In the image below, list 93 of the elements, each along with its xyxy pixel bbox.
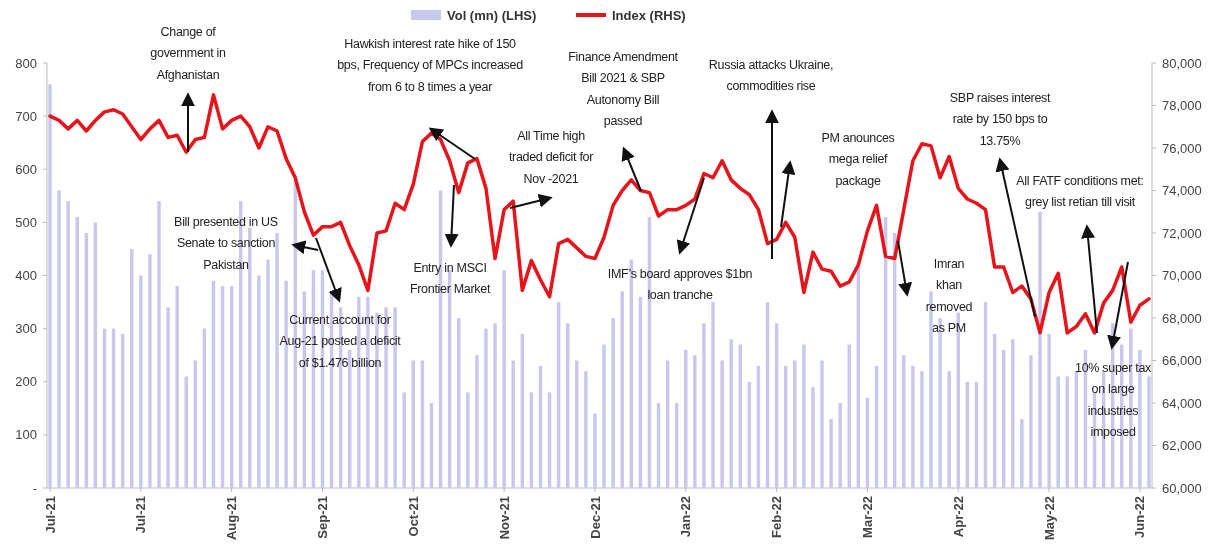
bar bbox=[820, 360, 824, 488]
x-tick-label: Mar-22 bbox=[859, 496, 875, 538]
annotation: IMF’s board approves $1bn loan tranche bbox=[607, 267, 753, 303]
annotation: All Time high traded deficit for Nov -2021 bbox=[508, 129, 594, 186]
annotation: Russia attacks Ukraine, commodities rise bbox=[708, 58, 834, 94]
x-tick-label: Apr-22 bbox=[950, 496, 966, 538]
y-tick-label: 500 bbox=[15, 214, 37, 230]
bar bbox=[693, 355, 697, 488]
x-tick-label: Sep-21 bbox=[315, 496, 331, 539]
bar bbox=[148, 254, 152, 488]
y2-tick-label: 64,000 bbox=[1162, 395, 1202, 411]
y2-tick-label: 60,000 bbox=[1162, 480, 1202, 496]
y-tick-label: 700 bbox=[15, 108, 37, 124]
bar bbox=[684, 349, 688, 488]
y-tick-label: 300 bbox=[15, 321, 37, 337]
y-tick-label: 200 bbox=[15, 374, 37, 390]
y-tick-label: - bbox=[32, 480, 37, 496]
annotation: Current account for Aug-21 posted a deficit of $1.476 billion bbox=[279, 313, 402, 370]
x-tick-label: Jul-21 bbox=[133, 496, 149, 534]
x-tick-label: Dec-21 bbox=[587, 496, 603, 539]
bar bbox=[575, 360, 579, 488]
annotation: SBP raises interest rate by 150 bps to 13.75% bbox=[949, 91, 1052, 148]
x-tick-label: Feb-22 bbox=[769, 496, 785, 538]
bar bbox=[1038, 211, 1042, 488]
bar bbox=[66, 201, 70, 488]
annotation: Entry in MSCI Frontier Market bbox=[409, 261, 491, 297]
legend-label: Index (RHS) bbox=[612, 7, 686, 23]
x-tick-label: May-22 bbox=[1041, 496, 1057, 541]
legend-label: Vol (mn) (LHS) bbox=[447, 7, 537, 23]
bar bbox=[275, 233, 279, 488]
annotation: Imran khan removed as PM bbox=[925, 257, 973, 335]
annotation: Finance Amendment Bill 2021 & SBP Autonomy Bill passed bbox=[568, 50, 679, 128]
annotation: All FATF conditions met: grey list retian till visit bbox=[1016, 174, 1144, 210]
bar bbox=[175, 286, 179, 488]
x-tick-label: Jan-22 bbox=[678, 496, 694, 538]
bar bbox=[584, 371, 588, 488]
bar bbox=[157, 201, 161, 488]
bar bbox=[1029, 355, 1033, 488]
x-tick-label: Oct-21 bbox=[405, 496, 421, 537]
line-series bbox=[48, 93, 1151, 335]
bar bbox=[1147, 376, 1151, 488]
bar bbox=[720, 360, 724, 488]
annotation: Hawkish interest rate hike of 150 bps, Frequency of MPCs increased from 6 to 8 times a year bbox=[337, 37, 524, 94]
x-tick-label: Jul-21 bbox=[42, 496, 58, 534]
bar bbox=[466, 392, 470, 488]
y2-tick-label: 76,000 bbox=[1162, 140, 1202, 156]
bar bbox=[620, 291, 624, 488]
bar bbox=[947, 371, 951, 488]
y2-tick-label: 78,000 bbox=[1162, 98, 1202, 114]
y2-tick-label: 74,000 bbox=[1162, 183, 1202, 199]
bar bbox=[266, 259, 270, 488]
bar bbox=[257, 275, 261, 488]
bar bbox=[57, 190, 61, 488]
bar bbox=[611, 318, 615, 488]
bar bbox=[838, 403, 842, 488]
y2-tick-label: 70,000 bbox=[1162, 268, 1202, 284]
y-tick-label: 100 bbox=[15, 427, 37, 443]
bar bbox=[502, 270, 506, 488]
y2-tick-label: 62,000 bbox=[1162, 438, 1202, 454]
bar bbox=[1020, 418, 1024, 488]
annotation: Bill presented in US Senate to sanction Pakistan bbox=[174, 215, 278, 272]
annotation: Change of government in Afghanistan bbox=[150, 25, 226, 82]
bar bbox=[802, 344, 806, 488]
y2-tick-label: 80,000 bbox=[1162, 55, 1202, 71]
y2-tick-label: 68,000 bbox=[1162, 310, 1202, 326]
bar bbox=[1047, 333, 1051, 488]
bar bbox=[911, 365, 915, 488]
y2-tick-label: 72,000 bbox=[1162, 225, 1202, 241]
bar bbox=[139, 275, 143, 488]
y2-tick-label: 66,000 bbox=[1162, 353, 1202, 369]
y-tick-label: 600 bbox=[15, 161, 37, 177]
bar bbox=[920, 371, 924, 488]
bar bbox=[729, 339, 733, 488]
bar bbox=[166, 307, 170, 488]
bar bbox=[511, 360, 515, 488]
x-tick-label: Jun-22 bbox=[1132, 496, 1148, 538]
bar bbox=[811, 387, 815, 488]
y-tick-label: 400 bbox=[15, 268, 37, 284]
bar bbox=[484, 328, 488, 488]
x-tick-label: Aug-21 bbox=[224, 496, 240, 541]
annotation: 10% super tax on large industries imposed bbox=[1074, 361, 1153, 439]
bar bbox=[48, 84, 52, 488]
x-tick-label: Nov-21 bbox=[496, 496, 512, 540]
bar bbox=[493, 323, 497, 488]
bar bbox=[711, 302, 715, 488]
y-tick-label: 800 bbox=[15, 55, 37, 71]
bar bbox=[593, 413, 597, 488]
bar bbox=[702, 323, 706, 488]
bar bbox=[475, 355, 479, 488]
bar bbox=[1056, 376, 1060, 488]
annotation: PM anounces mega relief package bbox=[821, 131, 895, 188]
bar bbox=[602, 344, 606, 488]
bar bbox=[829, 418, 833, 488]
